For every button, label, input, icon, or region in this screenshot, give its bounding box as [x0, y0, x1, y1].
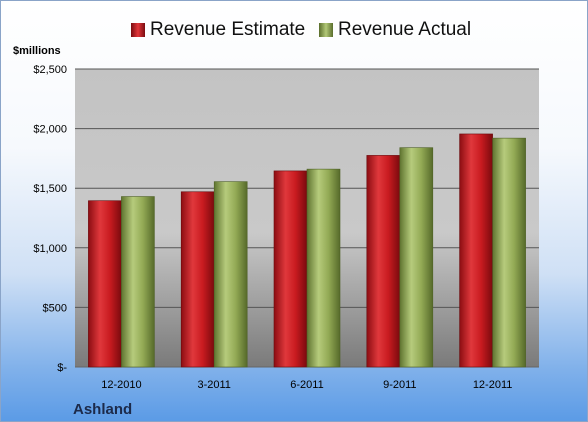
legend-item-estimate: Revenue Estimate [131, 17, 305, 43]
footer-company-label: Ashland [73, 401, 132, 418]
bar-revenue-estimate [88, 200, 122, 368]
y-tick-label: $1,500 [33, 183, 67, 195]
bar-revenue-actual [399, 147, 434, 368]
x-tick-label: 12-2010 [101, 379, 141, 391]
y-tick-label: $500 [43, 302, 67, 314]
bar-revenue-actual [121, 196, 155, 368]
legend-swatch-estimate [131, 23, 145, 37]
bar-revenue-estimate [459, 133, 493, 368]
x-tick-label: 12-2011 [473, 379, 513, 391]
bar-revenue-estimate [273, 170, 308, 368]
x-tick-label: 6-2011 [290, 379, 323, 391]
y-tick-label: $1,000 [33, 243, 67, 255]
bar-revenue-estimate [366, 155, 401, 368]
bar-revenue-estimate [180, 191, 215, 368]
bar-revenue-actual [306, 168, 341, 368]
legend-swatch-actual [319, 23, 333, 37]
y-axis-unit-label: $millions [13, 45, 61, 57]
y-tick-label: $2,500 [33, 64, 67, 76]
legend-item-actual: Revenue Actual [319, 17, 471, 43]
bar-revenue-actual [492, 137, 526, 368]
bar-revenue-actual [213, 181, 248, 368]
y-tick-label: $2,000 [33, 124, 67, 136]
legend: Revenue Estimate Revenue Actual [1, 17, 587, 43]
x-tick-label: 3-2011 [197, 379, 230, 391]
legend-label-estimate: Revenue Estimate [150, 19, 306, 40]
y-tick-label: $- [57, 362, 67, 374]
legend-label-actual: Revenue Actual [338, 19, 472, 40]
x-tick-label: 9-2011 [383, 379, 416, 391]
